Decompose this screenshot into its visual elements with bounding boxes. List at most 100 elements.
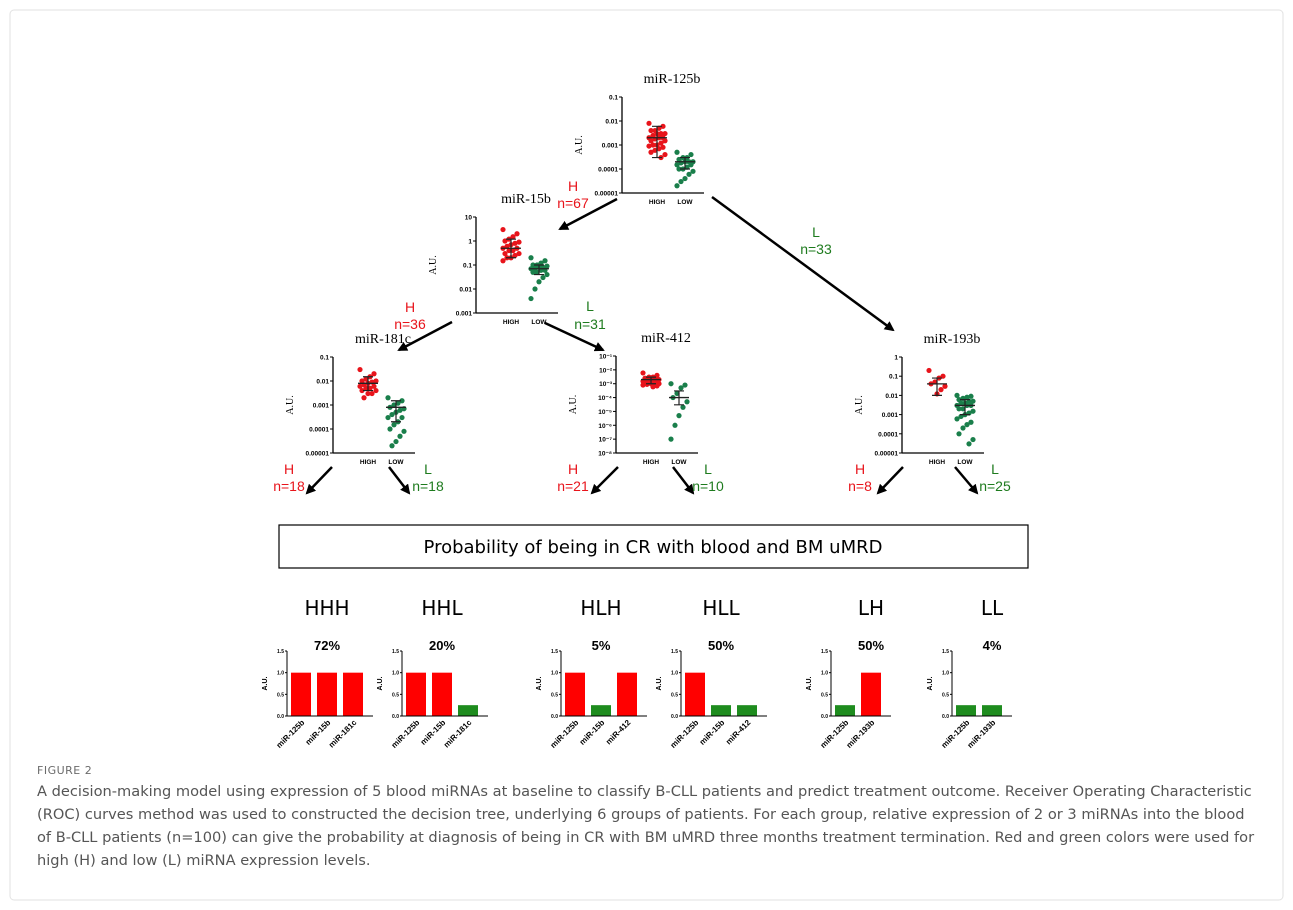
branch-level: H [405, 299, 415, 315]
dot [650, 384, 656, 390]
arrow [672, 466, 695, 495]
y-tick-label: 10 [465, 215, 473, 222]
dot [385, 414, 391, 421]
arrow [876, 466, 904, 495]
dot [367, 385, 373, 391]
y-tick-label: 0.01 [605, 119, 618, 126]
x-tick-label: miR-181c [327, 718, 359, 750]
dot [662, 138, 668, 144]
branch-level: L [424, 461, 432, 477]
dot [662, 130, 668, 137]
branch-count: n=8 [848, 478, 872, 494]
branch-level: H [284, 461, 294, 477]
x-tick-label: HIGH [360, 459, 377, 466]
x-tick-label: HIGH [649, 199, 666, 206]
dot [397, 433, 403, 439]
dot [389, 443, 395, 449]
dot [660, 123, 666, 129]
dot [662, 151, 668, 158]
bar [861, 672, 881, 716]
dot [387, 426, 393, 432]
group-title: HLL [702, 596, 740, 620]
dot [970, 408, 976, 414]
arrow [711, 195, 895, 332]
y-tick-label: 0.5 [671, 692, 678, 698]
bar [835, 705, 855, 716]
y-axis-label: A.U. [568, 395, 579, 414]
y-tick-label: 10⁻³ [599, 381, 613, 388]
dot [644, 381, 650, 387]
y-tick-label: 0.0 [277, 714, 284, 720]
dot [389, 411, 395, 418]
caption: A decision-making model using expression… [37, 783, 1255, 869]
y-tick-label: 1.0 [392, 671, 399, 677]
dot [646, 120, 652, 126]
dot [540, 274, 546, 281]
branch-count: n=21 [557, 478, 589, 494]
y-tick-label: 0.0 [821, 714, 828, 720]
branch-level: H [568, 461, 578, 477]
y-axis-label: A.U. [262, 676, 269, 690]
y-tick-label: 1.5 [277, 649, 284, 655]
dot [502, 250, 508, 257]
group-probability: 20% [429, 638, 455, 653]
whisker [674, 390, 684, 406]
branch-count: n=18 [412, 478, 444, 494]
y-tick-label: 0.5 [821, 692, 828, 698]
arrow [388, 466, 411, 495]
y-tick-label: 1.5 [942, 649, 949, 655]
bar [458, 705, 478, 716]
bar [685, 672, 705, 716]
group-probability: 50% [708, 638, 734, 653]
branch-count: n=18 [273, 478, 305, 494]
dot [640, 382, 646, 388]
bar [956, 705, 976, 716]
dot [371, 383, 377, 389]
dot [674, 390, 680, 397]
bar [591, 705, 611, 716]
dot [668, 381, 674, 387]
x-tick-label: HIGH [929, 459, 946, 466]
dot [954, 416, 960, 422]
whisker [506, 238, 516, 259]
dot [960, 406, 966, 412]
dot [544, 271, 550, 278]
y-tick-label: 1.5 [671, 649, 678, 655]
bar [565, 672, 585, 716]
branch-count: n=36 [394, 316, 426, 332]
branch-count: n=10 [692, 478, 724, 494]
whisker [652, 125, 662, 159]
arrow [305, 466, 333, 495]
y-tick-label: 10⁻⁷ [599, 437, 613, 444]
dot [656, 146, 662, 152]
dot [688, 162, 694, 168]
dot [516, 250, 522, 257]
y-tick-label: 0.5 [277, 692, 284, 698]
x-tick-label: miR-15b [578, 718, 607, 747]
dot [674, 183, 680, 189]
dot [397, 407, 403, 413]
dot [658, 140, 664, 146]
dot [966, 441, 972, 447]
dot [686, 171, 692, 177]
y-tick-label: 0.0 [671, 714, 678, 720]
arrow [590, 466, 619, 495]
y-tick-label: 0.00001 [306, 451, 330, 458]
dot [688, 151, 694, 158]
chart-title: miR-15b [501, 192, 551, 207]
y-tick-label: 0.0 [392, 714, 399, 720]
bar [982, 705, 1002, 716]
x-tick-label: miR-125b [549, 718, 581, 750]
y-tick-label: 0.5 [392, 692, 399, 698]
x-tick-label: miR-193b [966, 718, 998, 750]
dot [401, 428, 407, 434]
y-tick-label: 10⁻⁵ [598, 409, 612, 416]
y-tick-label: 0.001 [602, 143, 619, 150]
x-tick-label: miR-125b [669, 718, 701, 750]
whisker [932, 377, 942, 396]
dot [506, 247, 512, 254]
dot [532, 286, 538, 292]
whisker [680, 156, 690, 170]
dot [640, 370, 646, 376]
